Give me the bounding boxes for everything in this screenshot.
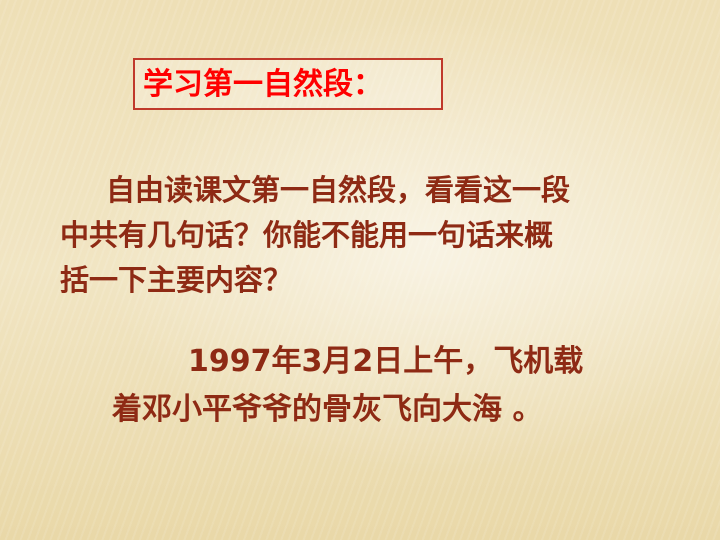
question-line-1: 自由读课文第一自然段，看看这一段 (106, 173, 571, 207)
answer-line-1: 1997年3月2日上午，飞机载 (188, 344, 584, 379)
question-line-3: 括一下主要内容？ (60, 263, 293, 297)
answer-paragraph: 1997年3月2日上午，飞机载 着邓小平爷爷的骨灰飞向大海 。 (112, 338, 692, 434)
slide-title: 学习第一自然段： (143, 67, 383, 102)
question-line-2: 中共有几句话？你能不能用一句话来概 (60, 218, 554, 252)
title-box: 学习第一自然段： (133, 58, 443, 110)
answer-line-2: 着邓小平爷爷的骨灰飞向大海 。 (112, 392, 543, 427)
question-paragraph: 自由读课文第一自然段，看看这一段 中共有几句话？你能不能用一句话来概 括一下主要… (60, 168, 700, 303)
